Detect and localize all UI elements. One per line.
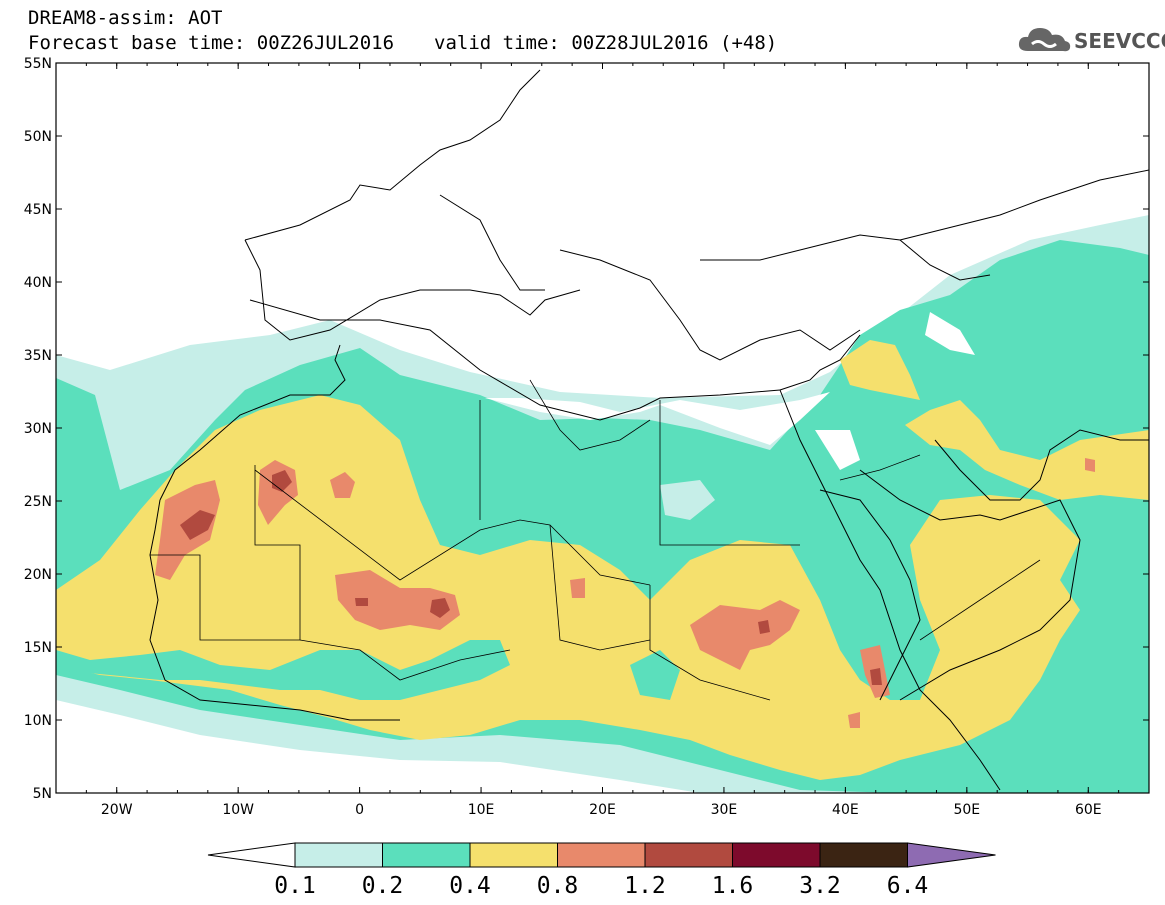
colorbar: 0.1 0.2 0.4 0.8 1.2 1.6 3.2 6.4 — [207, 842, 996, 899]
aot-band-1.2 — [180, 510, 215, 540]
lat-label: 55N — [24, 56, 52, 72]
colorbar-segment — [644, 842, 733, 868]
logo-text: SEEVCCC — [1074, 29, 1165, 53]
colorbar-segment — [469, 842, 558, 868]
colorbar-label: 3.2 — [799, 873, 841, 899]
colorbar-segment — [382, 842, 471, 868]
coastlines — [149, 69, 1149, 791]
lon-label: 20E — [589, 802, 616, 818]
colorbar-segment — [732, 842, 821, 868]
lon-label: 10E — [468, 802, 495, 818]
lat-labels: 55N 50N 45N 40N 35N 30N 25N 20N 15N 10N 5N — [24, 56, 52, 802]
lon-label: 60E — [1075, 802, 1102, 818]
lat-label: 50N — [24, 129, 52, 145]
seevccc-logo: SEEVCCC — [1018, 24, 1165, 56]
lat-label: 25N — [24, 494, 52, 510]
lat-label: 20N — [24, 567, 52, 583]
colorbar-segment — [557, 842, 646, 868]
borders — [150, 379, 1041, 701]
aot-field — [56, 63, 1149, 793]
colorbar-label: 6.4 — [887, 873, 929, 899]
lat-label: 40N — [24, 275, 52, 291]
lat-label: 15N — [24, 640, 52, 656]
colorbar-label: 0.4 — [449, 873, 491, 899]
lon-label: 0 — [355, 802, 364, 818]
colorbar-label: 0.8 — [537, 873, 579, 899]
lat-label: 10N — [24, 713, 52, 729]
lat-label: 5N — [33, 786, 52, 802]
axis-ticks — [55, 62, 1150, 794]
lon-label: 10W — [222, 802, 254, 818]
lon-label: 30E — [711, 802, 738, 818]
lat-label: 35N — [24, 348, 52, 364]
lon-label: 40E — [832, 802, 859, 818]
lon-label: 20W — [101, 802, 133, 818]
colorbar-max-arrow — [907, 842, 996, 868]
lon-label: 50E — [953, 802, 980, 818]
cloud-icon — [1018, 28, 1071, 52]
colorbar-segment — [294, 842, 383, 868]
colorbar-label: 1.2 — [624, 873, 666, 899]
colorbar-label: 1.6 — [712, 873, 754, 899]
valid-time: valid time: 00Z28JUL2016 (+48) — [434, 32, 778, 54]
colorbar-min-arrow — [207, 842, 296, 868]
base-time: Forecast base time: 00Z26JUL2016 — [28, 32, 395, 54]
map-title: DREAM8-assim: AOT — [28, 7, 223, 29]
lon-labels: 20W 10W 0 10E 20E 30E 40E 50E 60E — [101, 802, 1102, 818]
lat-label: 30N — [24, 421, 52, 437]
lat-label: 45N — [24, 202, 52, 218]
colorbar-label: 0.1 — [274, 873, 316, 899]
colorbar-segment — [819, 842, 908, 868]
colorbar-label: 0.2 — [362, 873, 404, 899]
map-subtitle: Forecast base time: 00Z26JUL2016 valid ti… — [28, 33, 777, 53]
